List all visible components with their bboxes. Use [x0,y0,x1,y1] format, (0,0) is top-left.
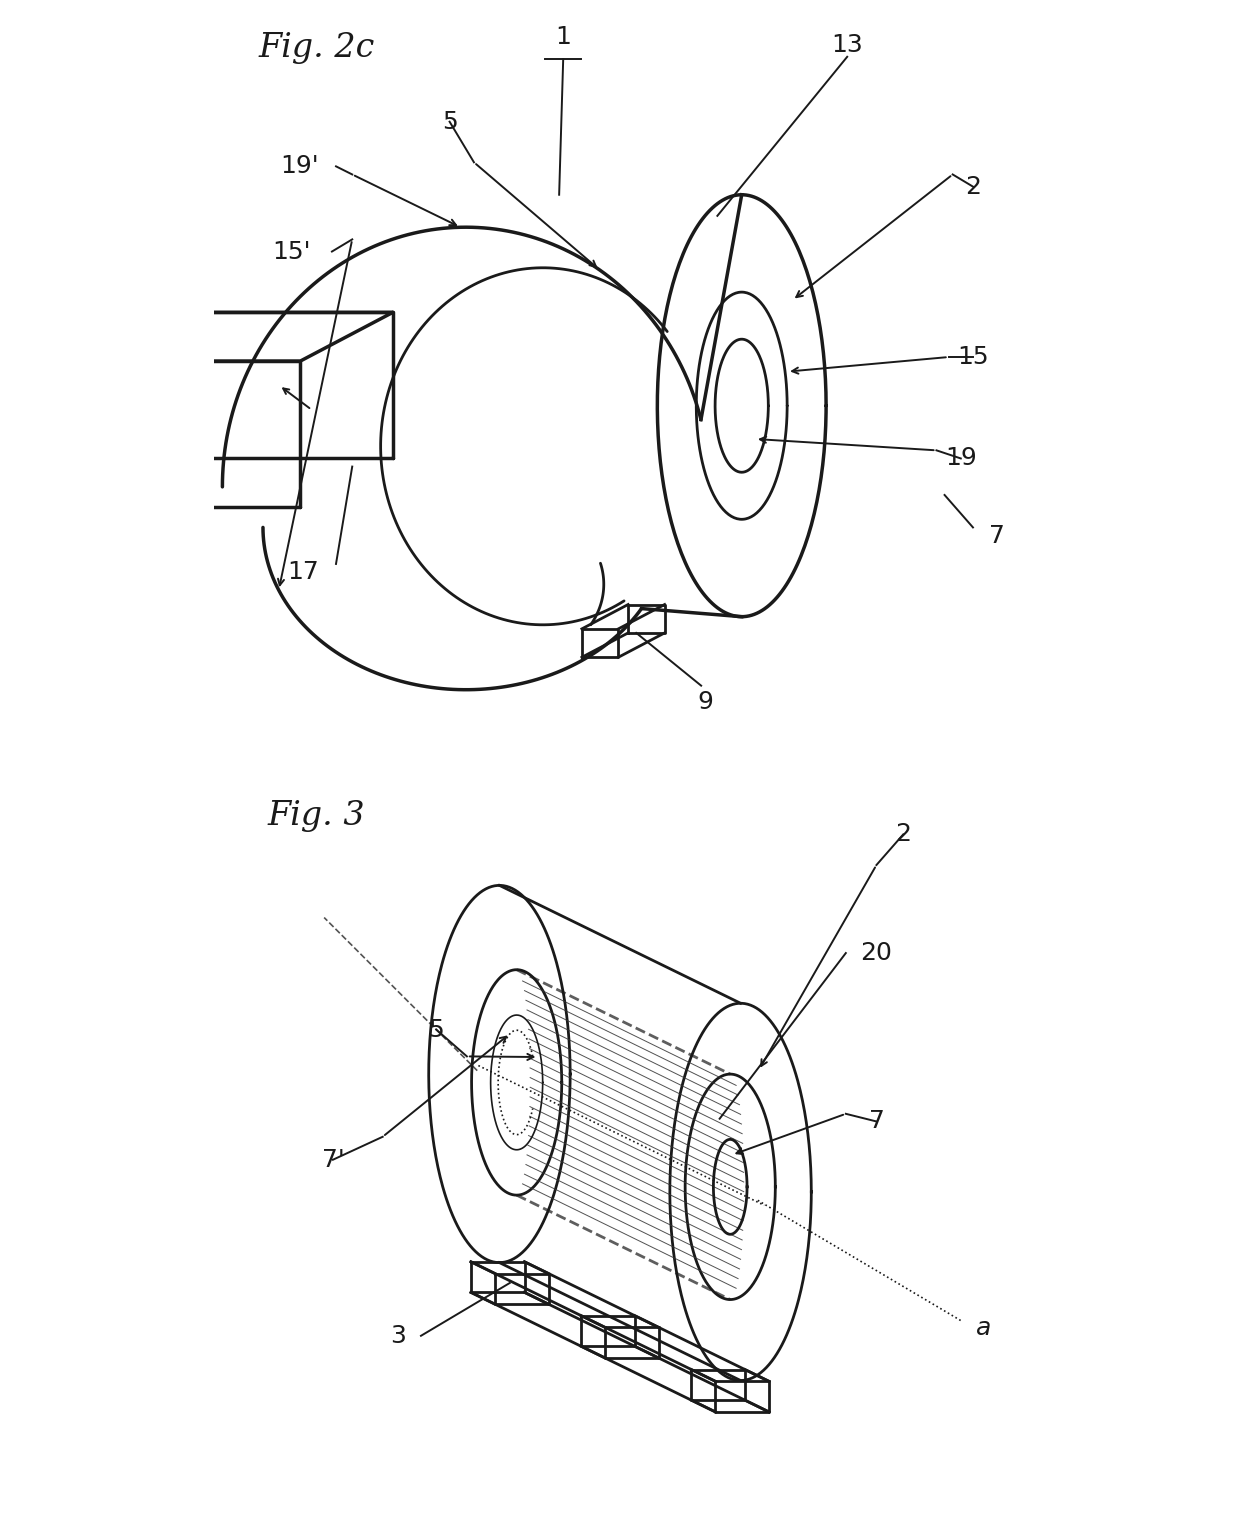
Text: 5: 5 [441,110,458,133]
Text: 20: 20 [861,942,893,965]
Text: 15': 15' [272,239,311,263]
Text: 2: 2 [965,175,981,199]
Text: 3: 3 [391,1324,405,1347]
Text: 7': 7' [321,1148,345,1171]
Text: a: a [976,1317,991,1340]
Text: 19': 19' [280,155,319,178]
Text: 1: 1 [556,24,572,49]
Text: 17: 17 [288,560,320,583]
Text: 5: 5 [428,1018,444,1041]
Text: 13: 13 [831,32,863,57]
Text: Fig. 3: Fig. 3 [268,799,366,831]
Text: 7: 7 [990,524,1006,548]
Text: 7: 7 [868,1110,884,1133]
Text: 2: 2 [895,822,911,847]
Text: 15: 15 [957,344,988,369]
Text: 19: 19 [945,447,977,470]
Text: Fig. 2c: Fig. 2c [259,32,376,64]
Text: 9: 9 [697,690,713,713]
